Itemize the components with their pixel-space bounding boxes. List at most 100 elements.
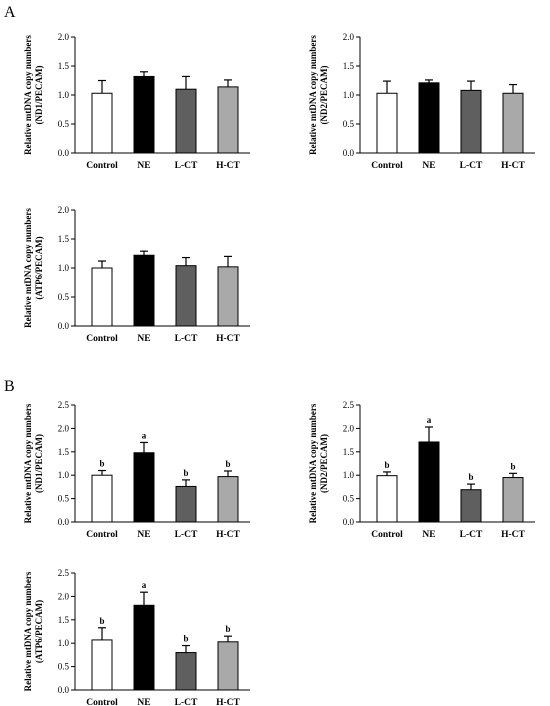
y-axis-label: Relative mtDNA copy numbers(ND1/PECAM) (23, 35, 44, 155)
y-axis-label-line: (ATP6/PECAM) (34, 236, 44, 299)
bar (418, 82, 440, 154)
significance-letter: b (384, 460, 389, 470)
y-tick-label: 0.0 (58, 685, 70, 695)
y-tick-label: 1.0 (58, 263, 70, 273)
x-tick-label: NE (137, 530, 150, 540)
bar (175, 485, 197, 523)
y-tick-label: 0.5 (58, 119, 70, 129)
y-axis-label: Relative mtDNA copy numbers(ATP6/PECAM) (23, 571, 44, 691)
bar (217, 641, 239, 691)
chart-3: 0.0 0.5 1.0 1.5 2.0 Control NE L-CT H-CT Relative… (23, 205, 250, 344)
y-tick-label: 1.0 (58, 470, 70, 480)
x-tick-label: NE (137, 698, 150, 706)
y-tick-label: 0.5 (343, 119, 355, 129)
bar (133, 254, 155, 327)
y-tick-label: 1.5 (58, 234, 70, 244)
y-axis-label: Relative mtDNA copy numbers(ND2/PECAM) (308, 403, 329, 523)
significance-letter: b (99, 616, 104, 626)
panel-label-a: A (4, 4, 16, 21)
significance-letter: b (510, 461, 515, 471)
y-tick-label: 2.0 (343, 32, 355, 42)
y-tick-label: 0.0 (58, 148, 70, 158)
y-axis-label-line: (ND2/PECAM) (319, 66, 329, 125)
significance-letter: b (183, 468, 188, 478)
x-tick-label: NE (137, 334, 150, 344)
y-tick-label: 1.5 (58, 447, 70, 457)
y-tick-label: 1.5 (343, 447, 355, 457)
y-tick-label: 1.0 (58, 90, 70, 100)
bar (217, 476, 239, 523)
x-tick-label: L-CT (175, 161, 198, 171)
bar (175, 652, 197, 691)
significance-letter: a (427, 415, 432, 425)
y-axis-label: Relative mtDNA copy numbers(ATP6/PECAM) (23, 208, 44, 328)
bar (91, 92, 113, 154)
y-tick-label: 1.5 (58, 61, 70, 71)
bar (418, 441, 440, 523)
panel-label-b: B (4, 378, 15, 395)
y-tick-label: 2.0 (58, 591, 70, 601)
x-tick-label: Control (371, 161, 403, 171)
chart-2: 0.0 0.5 1.0 1.5 2.0 Control NE L-CT H-CT Relative… (308, 32, 535, 171)
y-axis-label-line: (ND1/PECAM) (34, 66, 44, 125)
significance-letter: b (468, 472, 473, 482)
y-axis-label-line: Relative mtDNA copy numbers (308, 35, 318, 155)
x-tick-label: H-CT (216, 161, 240, 171)
x-tick-label: NE (422, 161, 435, 171)
significance-letter: b (225, 624, 230, 634)
y-axis-label-line: Relative mtDNA copy numbers (23, 208, 33, 328)
x-tick-label: L-CT (175, 698, 198, 706)
y-tick-label: 0.5 (58, 292, 70, 302)
y-tick-label: 0.5 (58, 494, 70, 504)
y-axis-label-line: Relative mtDNA copy numbers (23, 35, 33, 155)
y-tick-label: 2.0 (58, 205, 70, 215)
y-axis-label-line: (ND1/PECAM) (34, 434, 44, 493)
chart-6: 0.0 0.5 1.0 1.5 2.0 2.5 Control b NE a L-CT b H-CT b R… (23, 568, 250, 706)
y-tick-label: 1.0 (58, 638, 70, 648)
x-tick-label: Control (86, 334, 118, 344)
bar (460, 489, 482, 523)
bar (217, 86, 239, 154)
x-tick-label: L-CT (175, 334, 198, 344)
y-tick-label: 0.0 (343, 148, 355, 158)
y-tick-label: 1.5 (343, 61, 355, 71)
chart-5: 0.0 0.5 1.0 1.5 2.0 2.5 Control b NE a L-CT b H-CT b R… (308, 400, 535, 540)
x-tick-label: H-CT (216, 334, 240, 344)
y-tick-label: 2.0 (58, 423, 70, 433)
y-tick-label: 2.5 (58, 400, 70, 410)
bar (217, 266, 239, 327)
y-axis-label-line: (ND2/PECAM) (319, 434, 329, 493)
x-tick-label: Control (86, 698, 118, 706)
bar (133, 75, 155, 154)
x-tick-label: L-CT (460, 530, 483, 540)
x-tick-label: L-CT (460, 161, 483, 171)
x-tick-label: Control (371, 530, 403, 540)
y-tick-label: 0.0 (58, 517, 70, 527)
significance-letter: a (142, 580, 147, 590)
y-tick-label: 2.5 (58, 568, 70, 578)
y-axis-label-line: (ATP6/PECAM) (34, 600, 44, 663)
y-tick-label: 1.0 (343, 90, 355, 100)
bar (460, 89, 482, 154)
x-tick-label: NE (137, 161, 150, 171)
bar (502, 477, 524, 523)
x-tick-label: Control (86, 161, 118, 171)
bar (91, 474, 113, 523)
y-tick-label: 1.0 (343, 470, 355, 480)
x-tick-label: H-CT (216, 698, 240, 706)
bar (91, 639, 113, 691)
bar (133, 604, 155, 691)
significance-letter: b (99, 459, 104, 469)
y-tick-label: 0.5 (58, 662, 70, 672)
bar (133, 452, 155, 523)
y-axis-label: Relative mtDNA copy numbers(ND1/PECAM) (23, 403, 44, 523)
bar (376, 92, 398, 154)
y-tick-label: 0.0 (58, 321, 70, 331)
y-axis-label-line: Relative mtDNA copy numbers (308, 403, 318, 523)
y-axis-label: Relative mtDNA copy numbers(ND2/PECAM) (308, 35, 329, 155)
x-tick-label: H-CT (501, 161, 525, 171)
bar (175, 265, 197, 327)
bar (91, 267, 113, 327)
x-tick-label: L-CT (175, 530, 198, 540)
